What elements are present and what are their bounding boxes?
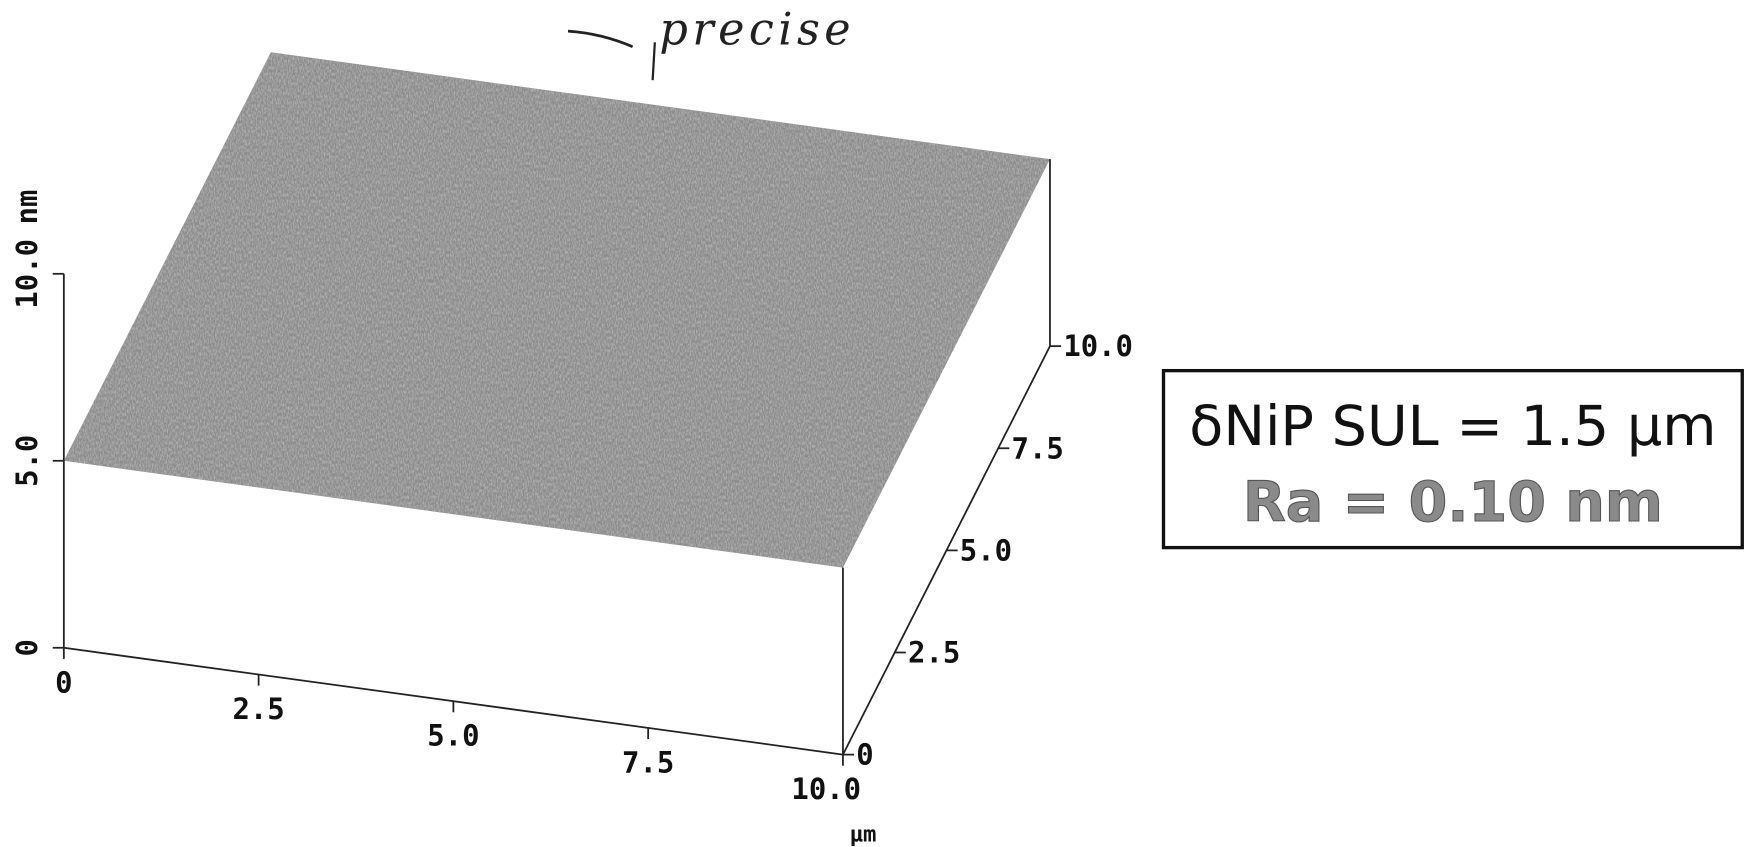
y-tick-label: 2.5 <box>908 636 960 670</box>
z-tick-label: 5.0 <box>10 435 44 487</box>
info-line: Ra = 0.10 nm <box>1243 470 1663 535</box>
y-tick-label: 7.5 <box>1012 431 1064 465</box>
y-tick-label: 10.0 <box>1063 329 1133 363</box>
z-tick-label: 0 <box>10 639 44 656</box>
annotation: precise <box>659 5 855 56</box>
y-tick-label: 5.0 <box>960 533 1012 567</box>
annotation-stroke <box>567 29 634 49</box>
info-box <box>1161 368 1744 550</box>
annotation-stroke <box>651 42 656 81</box>
y-tick-label: 0 <box>856 738 873 772</box>
z-axis-label: nm <box>10 190 44 225</box>
x-axis-label: µm <box>850 821 877 847</box>
surface <box>63 52 1050 568</box>
x-tick-label: 7.5 <box>622 745 674 779</box>
info-line: δNiP SUL = 1.5 µm <box>1189 394 1716 459</box>
x-tick-label: 0 <box>55 665 72 699</box>
x-tick-label: 10.0 <box>791 772 861 806</box>
x-tick-label: 2.5 <box>232 692 284 726</box>
x-tick-label: 5.0 <box>427 719 479 753</box>
z-tick-label: 10.0 <box>10 239 44 309</box>
